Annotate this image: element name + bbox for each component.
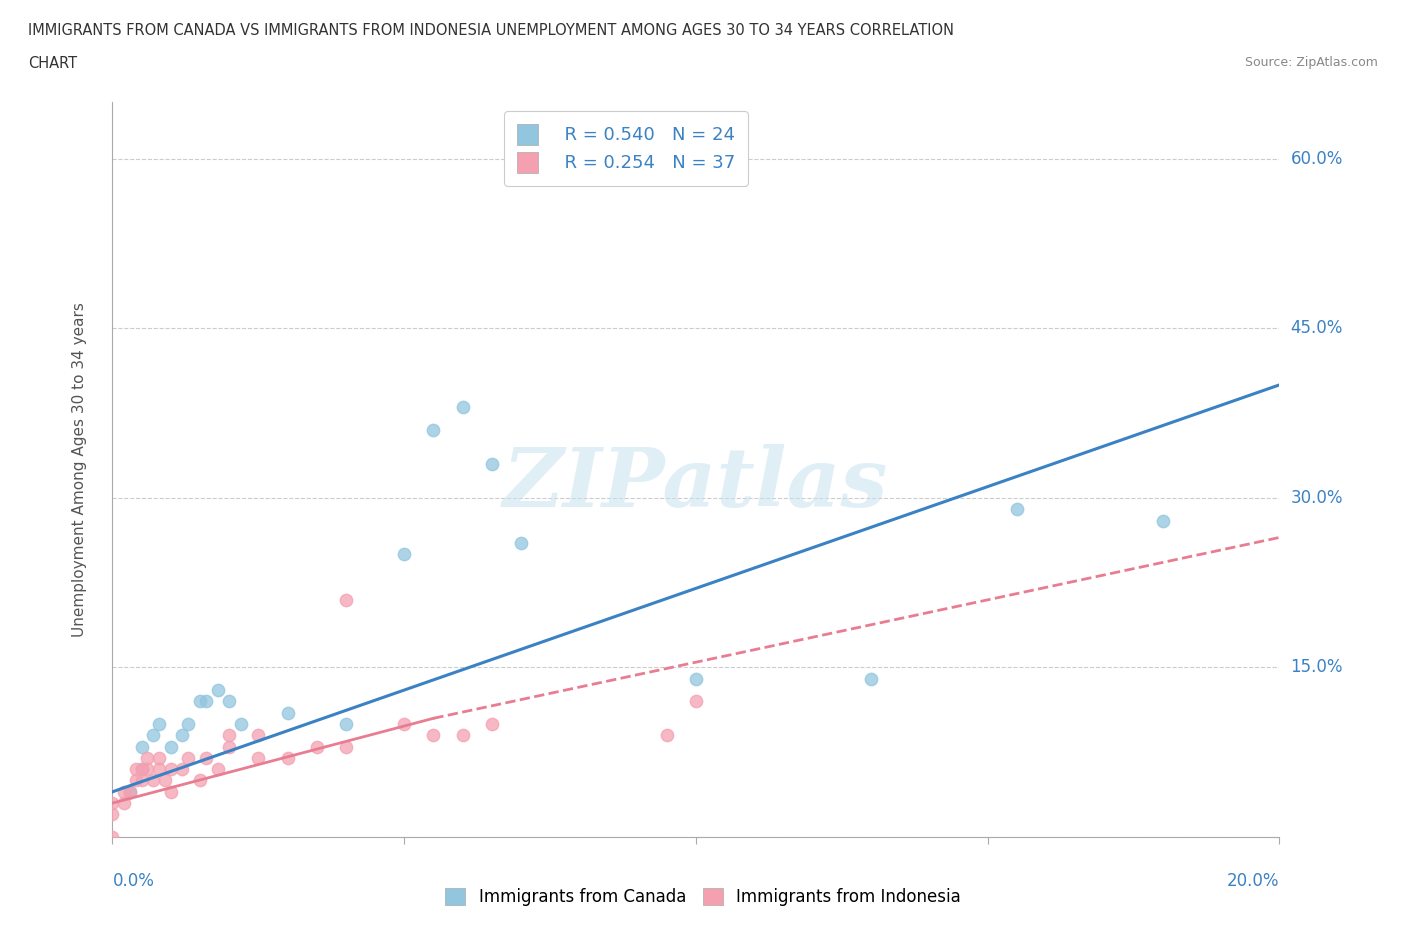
Point: [131, 773, 153, 788]
Point: [188, 694, 211, 709]
Point: [685, 671, 707, 686]
Point: [160, 739, 183, 754]
Point: [1152, 513, 1174, 528]
Point: [481, 457, 503, 472]
Point: [422, 728, 444, 743]
Legend:   R = 0.540   N = 24,   R = 0.254   N = 37: R = 0.540 N = 24, R = 0.254 N = 37: [505, 112, 748, 186]
Point: [112, 784, 135, 799]
Point: [335, 739, 357, 754]
Point: [172, 728, 194, 743]
Point: [136, 762, 159, 777]
Point: [1005, 502, 1028, 517]
Point: [177, 751, 200, 765]
Point: [335, 716, 357, 731]
Point: [101, 807, 124, 822]
Text: IMMIGRANTS FROM CANADA VS IMMIGRANTS FROM INDONESIA UNEMPLOYMENT AMONG AGES 30 T: IMMIGRANTS FROM CANADA VS IMMIGRANTS FRO…: [28, 23, 955, 38]
Text: ZIPatlas: ZIPatlas: [503, 445, 889, 525]
Point: [131, 762, 153, 777]
Text: 30.0%: 30.0%: [1291, 489, 1343, 507]
Point: [335, 592, 357, 607]
Text: 0.0%: 0.0%: [112, 871, 155, 890]
Point: [207, 762, 229, 777]
Point: [131, 739, 153, 754]
Text: 45.0%: 45.0%: [1291, 319, 1343, 338]
Point: [177, 716, 200, 731]
Point: [194, 751, 217, 765]
Point: [247, 728, 270, 743]
Point: [142, 773, 165, 788]
Point: [160, 762, 183, 777]
Point: [394, 716, 416, 731]
Point: [451, 728, 474, 743]
Legend: Immigrants from Canada, Immigrants from Indonesia: Immigrants from Canada, Immigrants from …: [439, 881, 967, 912]
Point: [101, 796, 124, 811]
Point: [481, 716, 503, 731]
Point: [148, 762, 170, 777]
Point: [118, 784, 141, 799]
Point: [247, 751, 270, 765]
Point: [194, 694, 217, 709]
Point: [188, 773, 211, 788]
Point: [153, 773, 176, 788]
Point: [229, 716, 252, 731]
Point: [685, 694, 707, 709]
Point: [218, 694, 240, 709]
Point: [148, 751, 170, 765]
Point: [860, 671, 883, 686]
Point: [218, 739, 240, 754]
Point: [394, 547, 416, 562]
Point: [218, 728, 240, 743]
Point: [125, 773, 148, 788]
Point: [207, 683, 229, 698]
Point: [422, 422, 444, 437]
Text: CHART: CHART: [28, 56, 77, 71]
Point: [451, 400, 474, 415]
Point: [276, 705, 298, 720]
Point: [136, 751, 159, 765]
Point: [655, 728, 678, 743]
Point: [148, 716, 170, 731]
Point: [509, 536, 531, 551]
Point: [118, 784, 141, 799]
Point: [160, 784, 183, 799]
Text: Source: ZipAtlas.com: Source: ZipAtlas.com: [1244, 56, 1378, 69]
Point: [101, 830, 124, 844]
Point: [305, 739, 328, 754]
Point: [142, 728, 165, 743]
Point: [112, 796, 135, 811]
Y-axis label: Unemployment Among Ages 30 to 34 years: Unemployment Among Ages 30 to 34 years: [72, 302, 87, 637]
Text: 20.0%: 20.0%: [1227, 871, 1279, 890]
Point: [131, 762, 153, 777]
Text: 60.0%: 60.0%: [1291, 150, 1343, 167]
Point: [125, 762, 148, 777]
Point: [276, 751, 298, 765]
Text: 15.0%: 15.0%: [1291, 658, 1343, 676]
Point: [172, 762, 194, 777]
